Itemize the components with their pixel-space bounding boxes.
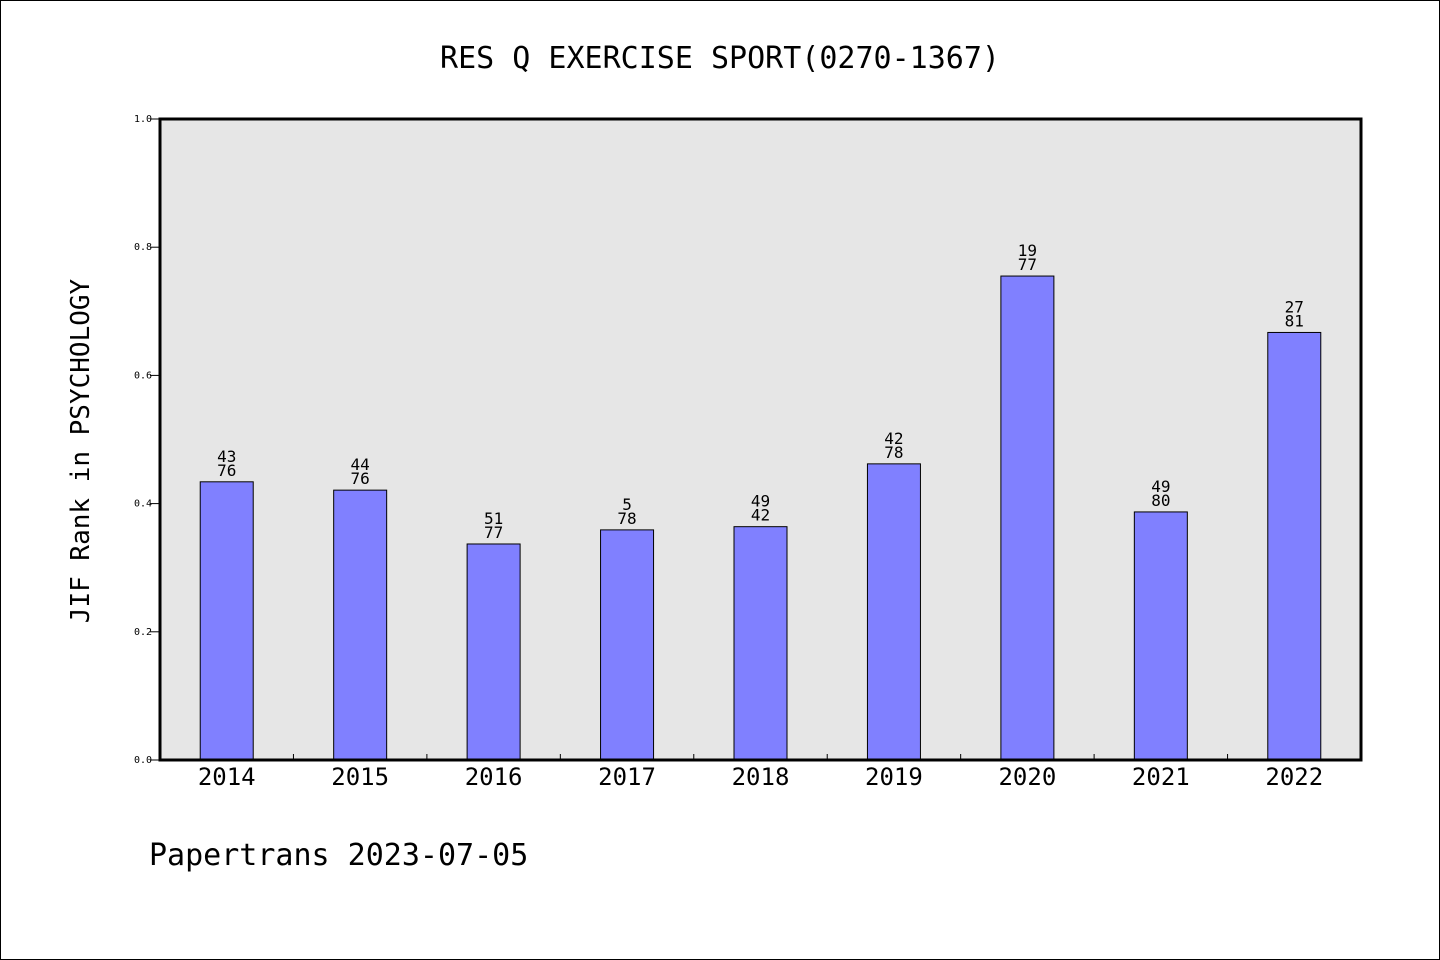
bar-2017 xyxy=(600,529,655,761)
y-tick-label: 0.8 xyxy=(134,242,152,253)
x-tick-label: 2016 xyxy=(465,763,523,791)
x-tick-label: 2018 xyxy=(732,763,790,791)
bar-2015 xyxy=(333,489,388,761)
bar-label-rank: 19 xyxy=(1018,241,1037,260)
bar-2021 xyxy=(1133,511,1188,761)
chart-title: RES Q EXERCISE SPORT(0270-1367) xyxy=(440,41,1000,76)
bar-label-total: 78 xyxy=(884,443,903,462)
bar-label-rank: 49 xyxy=(1151,477,1170,496)
bar-2014 xyxy=(199,481,254,761)
bar-2016 xyxy=(466,543,521,761)
bar-2019 xyxy=(866,463,921,761)
ticks-group: 0.0 0.2 0.4 0.6 0.8 1.0 2014 2015 2016 2017 2018 20… xyxy=(134,114,1323,791)
bar-label-total: 77 xyxy=(1018,255,1037,274)
bar-label-rank: 42 xyxy=(884,429,903,448)
x-tick-label: 2021 xyxy=(1132,763,1190,791)
bar-label-rank: 44 xyxy=(351,455,370,474)
bar-label-total: 42 xyxy=(751,506,770,525)
y-tick-label: 0.0 xyxy=(134,755,152,766)
x-tick-label: 2020 xyxy=(998,763,1056,791)
x-tick-label: 2014 xyxy=(198,763,256,791)
footer-text: Papertrans 2023-07-05 xyxy=(149,838,528,873)
bar-label-rank: 51 xyxy=(484,509,503,528)
x-tick-label: 2017 xyxy=(598,763,656,791)
bar-label-total: 81 xyxy=(1285,311,1304,330)
bar-label-rank: 5 xyxy=(622,495,632,514)
y-tick-label: 0.2 xyxy=(134,627,152,638)
x-tick-label: 2022 xyxy=(1265,763,1323,791)
x-tick-label: 2019 xyxy=(865,763,923,791)
bar-label-total: 76 xyxy=(217,461,236,480)
plot-border xyxy=(158,117,1363,762)
y-tick-label: 0.4 xyxy=(134,499,152,510)
bar-2022 xyxy=(1267,331,1322,761)
y-tick-label: 1.0 xyxy=(134,114,152,125)
bar-label-rank: 27 xyxy=(1285,297,1304,316)
x-tick-label: 2015 xyxy=(331,763,389,791)
bar-label-total: 80 xyxy=(1151,491,1170,510)
bar-label-total: 78 xyxy=(617,509,636,528)
bar-label-total: 77 xyxy=(484,523,503,542)
y-tick-label: 0.6 xyxy=(134,370,152,381)
bar-label-rank: 49 xyxy=(751,492,770,511)
bar-label-total: 76 xyxy=(351,469,370,488)
bar-2020 xyxy=(1000,275,1055,761)
bar-label-rank: 43 xyxy=(217,447,236,466)
bar-2018 xyxy=(733,526,788,761)
y-axis-label: JIF Rank in PSYCHOLOGY xyxy=(66,278,96,623)
